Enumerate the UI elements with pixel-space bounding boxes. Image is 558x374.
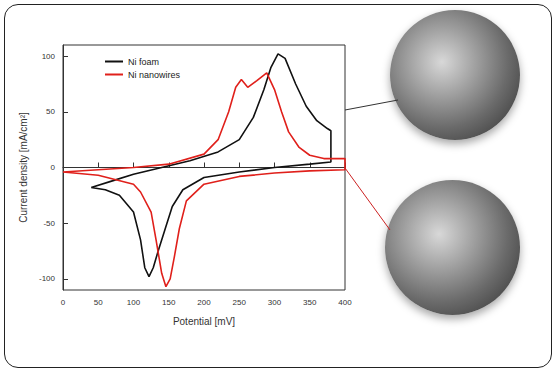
svg-text:0: 0	[61, 298, 66, 307]
svg-text:150: 150	[162, 298, 176, 307]
svg-text:250: 250	[233, 298, 247, 307]
svg-text:350: 350	[303, 298, 317, 307]
svg-text:100: 100	[42, 52, 56, 61]
svg-text:Current density [mA/cm²]: Current density [mA/cm²]	[18, 112, 29, 223]
svg-text:Ni foam: Ni foam	[128, 57, 159, 67]
svg-text:300: 300	[268, 298, 282, 307]
svg-text:-50: -50	[43, 219, 55, 228]
svg-text:400: 400	[338, 298, 352, 307]
svg-text:50: 50	[46, 107, 55, 116]
svg-text:Potential [mV]: Potential [mV]	[173, 316, 235, 327]
svg-text:Ni nanowires: Ni nanowires	[128, 70, 181, 80]
svg-text:100: 100	[127, 298, 141, 307]
svg-text:50: 50	[94, 298, 103, 307]
svg-text:200: 200	[197, 298, 211, 307]
svg-text:-100: -100	[39, 274, 56, 283]
svg-text:0: 0	[51, 163, 56, 172]
